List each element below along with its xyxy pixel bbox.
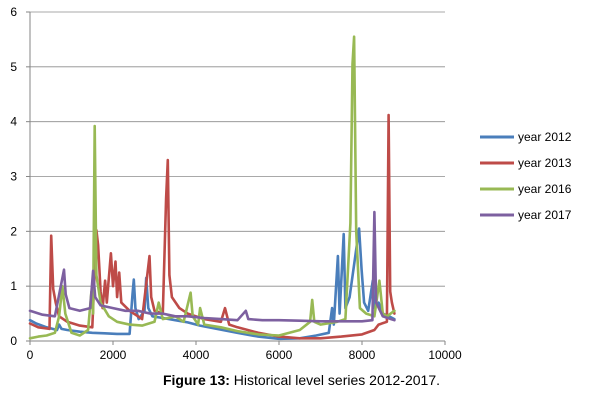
legend-label: year 2017 bbox=[518, 208, 572, 222]
caption-text: Historical level series 2012-2017. bbox=[229, 372, 440, 388]
y-tick-label: 2 bbox=[10, 224, 17, 238]
legend-label: year 2013 bbox=[518, 156, 572, 170]
figure-caption: Figure 13: Historical level series 2012-… bbox=[0, 372, 603, 388]
y-tick-label: 1 bbox=[10, 279, 17, 293]
series-line bbox=[28, 210, 396, 323]
legend-label: year 2012 bbox=[518, 130, 572, 144]
series-line bbox=[28, 227, 396, 341]
caption-label: Figure 13: bbox=[162, 372, 230, 388]
legend: year 2012 year 2013 year 2016 year 2017 bbox=[480, 130, 572, 222]
gridlines bbox=[30, 11, 445, 287]
x-tick-label: 2000 bbox=[100, 348, 127, 362]
y-tick-label: 3 bbox=[10, 170, 17, 184]
x-tick-label: 6000 bbox=[266, 348, 293, 362]
series-lines bbox=[28, 35, 396, 341]
series-line bbox=[28, 113, 396, 340]
x-tick-label: 0 bbox=[27, 348, 34, 362]
tick-labels: 0 1 2 3 4 5 6 0 2000 4000 6000 8000 10000 bbox=[10, 5, 462, 362]
x-tick-label: 4000 bbox=[183, 348, 210, 362]
x-tick-label: 8000 bbox=[349, 348, 376, 362]
axes bbox=[26, 11, 446, 345]
y-tick-label: 4 bbox=[10, 115, 17, 129]
y-tick-label: 6 bbox=[10, 5, 17, 19]
legend-label: year 2016 bbox=[518, 182, 572, 196]
x-tick-label: 10000 bbox=[428, 348, 462, 362]
y-tick-label: 5 bbox=[10, 60, 17, 74]
y-tick-label: 0 bbox=[10, 334, 17, 348]
